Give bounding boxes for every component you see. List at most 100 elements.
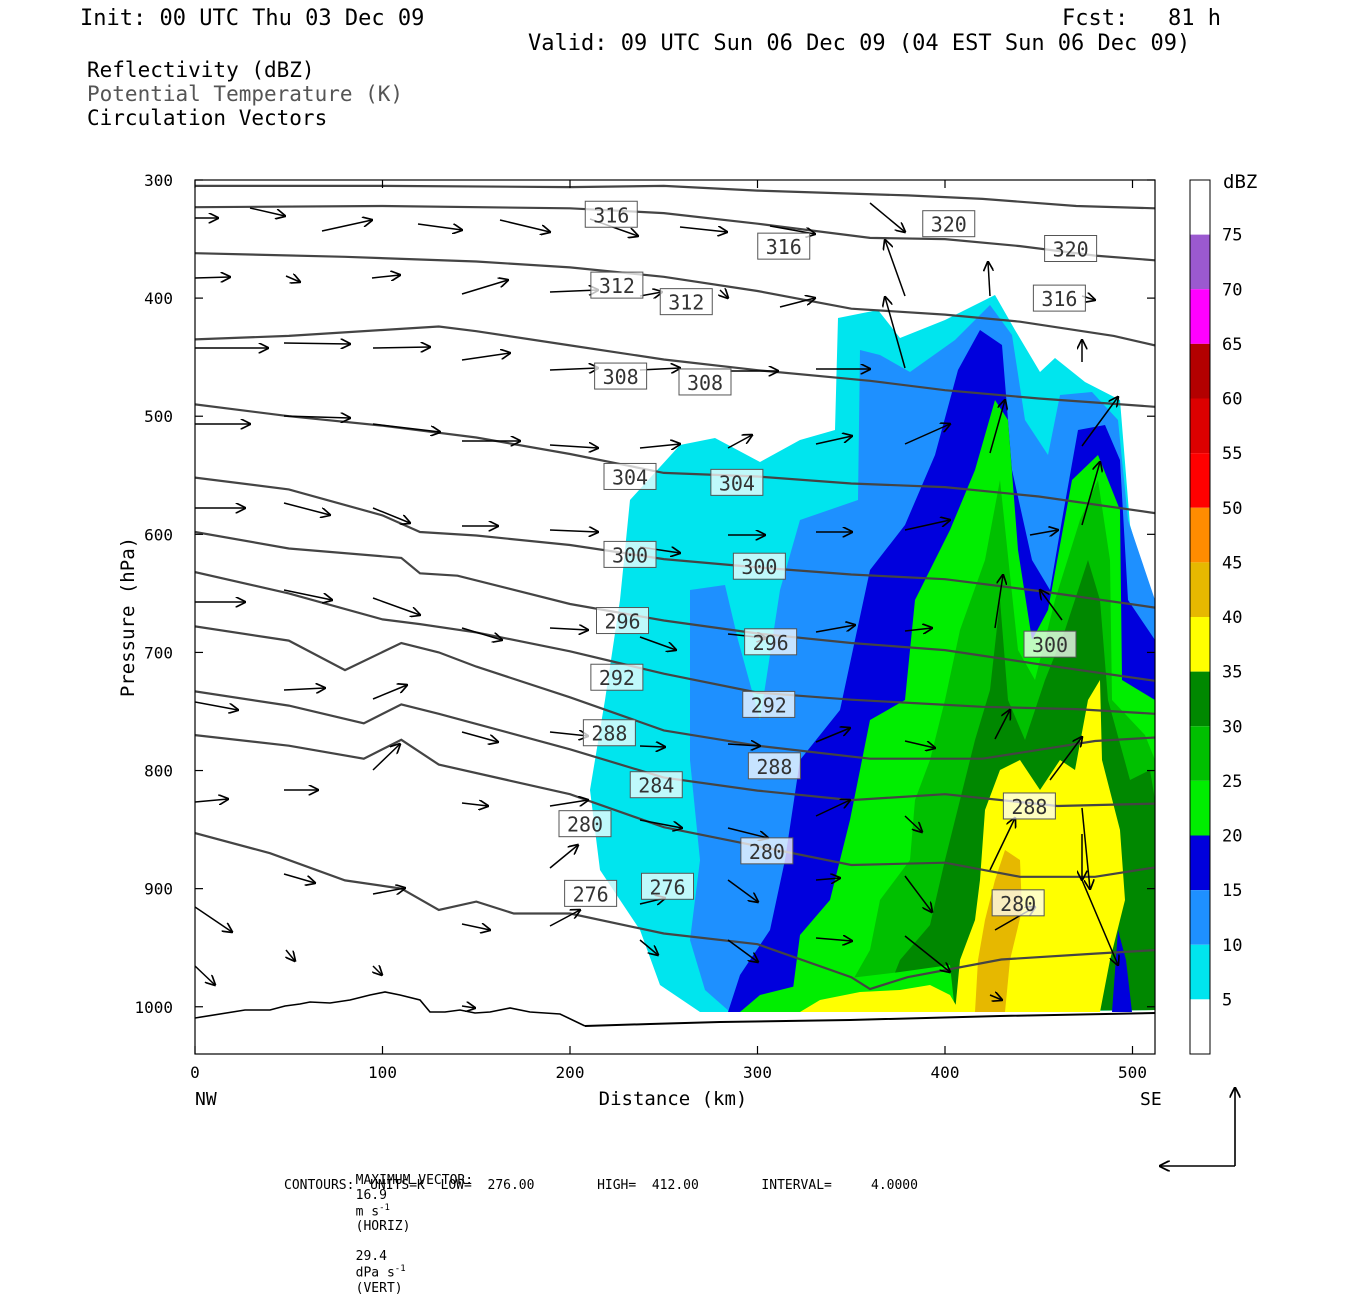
colorbar-unit: dBZ — [1223, 171, 1257, 193]
theta-label: 292 — [599, 666, 635, 690]
y-tick-label: 700 — [144, 643, 173, 662]
circulation-vector-arrow — [549, 910, 580, 927]
vert-tag: (VERT) — [355, 1280, 403, 1296]
colorbar-swatch — [1190, 944, 1210, 1000]
circulation-vector-arrow — [1049, 737, 1082, 781]
theta-label: 280 — [1000, 892, 1036, 916]
theta-label-box — [1002, 792, 1056, 820]
theta-contour-line — [195, 571, 1155, 715]
circulation-vector-arrow — [195, 965, 215, 985]
theta-label-box — [603, 540, 657, 568]
reference-vector-icon — [1160, 1088, 1235, 1166]
refl-right-edge — [1112, 930, 1132, 1012]
theta-label-layer: 316 316 320 320 312 312 316 308 308 304 304 300 300 2… — [558, 200, 1098, 917]
circulation-vector-arrow — [1029, 530, 1058, 535]
circulation-vector-arrow — [461, 731, 498, 742]
theta-contour-line — [195, 403, 1155, 515]
circulation-vector-arrow — [461, 1006, 475, 1008]
theta-label: 312 — [599, 274, 635, 298]
circulation-vector-arrow — [549, 628, 588, 630]
colorbar-level-label: 5 — [1222, 990, 1232, 1010]
y-tick-label: 600 — [144, 525, 173, 544]
circulation-vector-arrow — [815, 728, 850, 743]
surface-irregular — [195, 991, 586, 1027]
theta-label: 308 — [603, 365, 639, 389]
circulation-vector-arrow — [283, 343, 350, 344]
circulation-vector-arrow — [283, 502, 330, 515]
circulation-vector-arrow — [371, 275, 400, 278]
theta-label-box — [584, 200, 638, 228]
circulation-vector-arrow — [904, 424, 950, 445]
circulation-vector-arrow — [195, 906, 232, 932]
theta-contour-line — [195, 325, 1155, 408]
colorbar-swatch — [1190, 234, 1210, 290]
y-tick-label: 900 — [144, 880, 173, 899]
circulation-vector-arrow — [988, 262, 990, 297]
circulation-vector-arrow — [994, 575, 1003, 629]
circulation-vector-arrow — [549, 290, 598, 292]
circulation-vector-arrow — [815, 938, 852, 941]
circulation-vector-arrow — [461, 353, 510, 361]
circulation-vector-arrow — [904, 875, 932, 912]
theta-contour-line — [195, 184, 1155, 210]
colorbar-swatch — [1190, 671, 1210, 727]
circulation-vector-arrow — [869, 202, 905, 232]
theta-label-box — [740, 837, 794, 865]
theta-label: 280 — [567, 813, 603, 837]
circulation-vector-arrow — [1081, 462, 1100, 526]
x-tick-label: 100 — [368, 1063, 397, 1082]
colorbar-level-label: 30 — [1222, 717, 1242, 737]
theta-label-box — [590, 271, 644, 299]
circulation-vector-arrow — [283, 688, 325, 690]
circulation-vector-arrow — [639, 444, 680, 448]
circulation-vector-arrow — [417, 223, 462, 230]
theta-label-box — [596, 607, 649, 635]
x-right-end-label: SE — [1140, 1089, 1162, 1110]
theta-label-box — [742, 690, 796, 718]
theta-label: 292 — [751, 693, 787, 717]
circulation-vector-arrow — [727, 827, 768, 838]
colorbar-level-label: 70 — [1222, 280, 1242, 300]
theta-contour-line — [195, 204, 1155, 262]
colorbar-swatch — [1190, 890, 1210, 945]
circulation-vector-arrow — [373, 966, 382, 975]
theta-label: 304 — [719, 471, 755, 495]
colorbar-level-label: 15 — [1222, 881, 1242, 901]
theta-label-box — [744, 628, 798, 656]
circulation-vector-arrow — [994, 710, 1010, 740]
circulation-vector-arrow — [815, 436, 852, 445]
colorbar-level-label: 35 — [1222, 663, 1242, 683]
circulation-vectors — [195, 202, 1118, 1008]
circulation-vector-arrow — [639, 939, 658, 955]
y-tick-label: 400 — [144, 289, 173, 308]
circulation-vector-arrow — [549, 368, 598, 370]
x-tick-label: 500 — [1118, 1063, 1147, 1082]
theta-label-box — [629, 771, 683, 799]
theta-label: 276 — [573, 882, 609, 906]
theta-contour-line — [195, 690, 1155, 808]
theta-label: 320 — [1053, 238, 1089, 262]
colorbar-swatch — [1190, 507, 1210, 563]
x-tick-label: 400 — [931, 1063, 960, 1082]
theta-label: 280 — [749, 840, 785, 864]
theta-label-box — [659, 288, 713, 316]
theta-label: 316 — [766, 235, 802, 259]
colorbar-swatch — [1190, 999, 1210, 1054]
circulation-vector-arrow — [904, 935, 950, 972]
theta-label: 304 — [612, 465, 648, 489]
circulation-vector-arrow — [461, 924, 490, 930]
plot-frame — [194, 179, 1156, 1055]
circulation-vector-arrow — [285, 276, 300, 282]
circulation-vector-arrow — [372, 888, 405, 894]
circulation-vector-arrow — [885, 297, 906, 369]
colorbar-level-label: 75 — [1222, 226, 1242, 246]
circulation-vector-arrow — [461, 627, 502, 640]
circulation-vector-arrow — [283, 416, 350, 418]
circulation-vector-arrow — [372, 597, 420, 615]
theta-contour-line — [195, 252, 1155, 347]
colorbar-level-label: 45 — [1222, 553, 1242, 573]
circulation-vector-arrow — [195, 277, 230, 278]
colorbar: 5 10 15 20 25 30 35 40 45 50 55 60 65 70 75 — [1189, 179, 1242, 1055]
y-tick-label: 300 — [144, 171, 173, 190]
